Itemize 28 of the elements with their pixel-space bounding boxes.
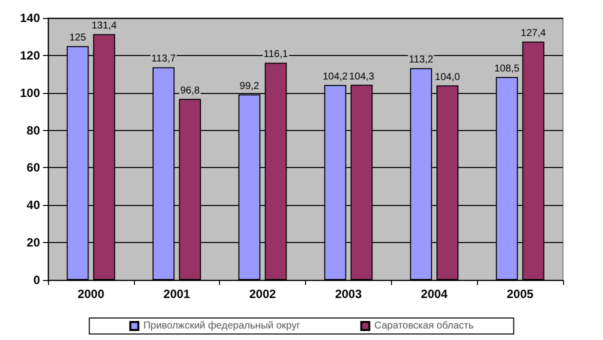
data-label: 113,2 bbox=[408, 54, 434, 66]
y-tick-label: 60 bbox=[26, 160, 40, 175]
data-label: 108,5 bbox=[494, 63, 520, 74]
y-tick-label: 80 bbox=[26, 123, 40, 138]
data-label: 99,2 bbox=[240, 80, 260, 92]
x-tick-label: 2002 bbox=[249, 287, 276, 301]
data-label: 116,1 bbox=[264, 49, 288, 60]
legend-label: Саратовская область bbox=[374, 320, 474, 332]
x-tick-label: 2000 bbox=[78, 287, 105, 301]
y-tick-label: 0 bbox=[33, 273, 40, 287]
x-tick-label: 2003 bbox=[335, 287, 362, 301]
x-tick-label: 2005 bbox=[506, 287, 534, 301]
y-tick-label: 20 bbox=[26, 236, 40, 250]
data-label: 104,3 bbox=[349, 71, 375, 82]
y-tick-label: 140 bbox=[20, 11, 40, 25]
y-tick-label: 120 bbox=[20, 48, 40, 62]
y-tick-label: 40 bbox=[26, 198, 40, 212]
data-label: 127,4 bbox=[520, 28, 546, 40]
data-label: 104,2 bbox=[322, 71, 348, 82]
y-tick-label: 100 bbox=[20, 86, 40, 100]
data-label: 125 bbox=[69, 32, 86, 44]
legend-label: Приволжский федеральный округ bbox=[143, 320, 301, 332]
data-label: 104,0 bbox=[434, 72, 460, 83]
x-tick-label: 2001 bbox=[163, 287, 190, 301]
data-label: 113,7 bbox=[151, 54, 176, 65]
data-label: 96,8 bbox=[180, 85, 200, 96]
x-tick-label: 2004 bbox=[420, 287, 448, 301]
data-label: 131,4 bbox=[92, 20, 118, 32]
